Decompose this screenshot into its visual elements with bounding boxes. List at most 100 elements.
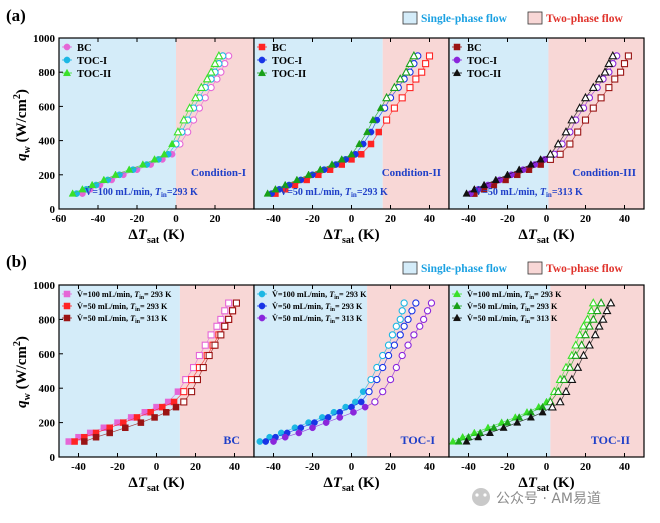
legend-label: TOC-I	[467, 56, 497, 67]
data-point	[404, 341, 412, 349]
data-point	[330, 408, 338, 416]
phase-legend-b: Single-phase flow Two-phase flow	[402, 261, 623, 275]
data-point	[423, 307, 432, 315]
data-point	[295, 429, 303, 437]
panel-label-b: (b)	[6, 252, 27, 271]
data-point	[92, 433, 100, 441]
data-point	[304, 170, 313, 178]
data-point	[217, 315, 225, 323]
chart-panel-a1: -60 -40 -20 0 2002004006008001000BCTOC-ITOC-…	[33, 33, 255, 246]
data-point	[221, 60, 229, 68]
data-point	[412, 75, 420, 83]
data-point	[575, 103, 585, 112]
data-point	[201, 94, 209, 102]
legend-marker	[63, 314, 71, 322]
x-tick-label: 0	[173, 213, 179, 225]
legend-label: V̇=100 mL/min, Tin= 293 K	[272, 289, 367, 301]
legend-label: V̇=50 mL/min, Tin= 313 K	[272, 313, 363, 325]
data-point	[575, 329, 585, 339]
data-point	[151, 414, 158, 421]
series-legend: BC TOC-I TOC-II	[62, 43, 111, 80]
data-point	[173, 127, 183, 136]
flow-condition-label: V̇=50 mL/min, Tin=313 K	[475, 185, 583, 199]
single-phase-region	[59, 38, 176, 209]
y-axis-label-a: qw (W/cm2)	[12, 89, 33, 161]
data-point	[327, 160, 337, 168]
data-point	[398, 307, 406, 315]
x-tick-label: -20	[305, 461, 320, 473]
data-point	[580, 329, 591, 339]
data-point	[412, 299, 420, 307]
data-point	[480, 180, 489, 189]
legend-marker	[62, 68, 72, 77]
y-tick-label: 600	[39, 101, 56, 113]
data-point	[376, 103, 385, 112]
legend-marker	[63, 43, 71, 51]
data-point	[337, 155, 346, 163]
plot-frame	[448, 284, 645, 458]
data-point	[229, 307, 237, 315]
y-tick-label: 800	[39, 67, 56, 79]
data-point	[189, 116, 198, 124]
data-point	[405, 58, 415, 67]
data-point	[214, 51, 224, 60]
data-point	[65, 438, 72, 445]
data-point	[361, 403, 369, 411]
data-point	[185, 103, 195, 112]
data-point	[503, 418, 512, 426]
data-point	[365, 387, 373, 396]
data-point	[106, 429, 113, 437]
x-tick-label: 20	[385, 461, 397, 473]
x-tick-label: 40	[229, 461, 241, 473]
legend-label: V̇=100 mL/min, Tin= 293 K	[467, 289, 562, 301]
data-point	[556, 150, 564, 158]
legend-label: V̇=100 mL/min, Tin= 293 K	[77, 289, 172, 301]
data-point	[211, 341, 219, 349]
data-point	[602, 305, 612, 315]
single-phase-region	[449, 285, 551, 457]
data-point	[342, 403, 349, 411]
data-point	[205, 351, 213, 360]
data-point	[617, 68, 625, 76]
legend-marker	[453, 43, 461, 51]
data-point	[401, 67, 411, 76]
data-point	[584, 321, 594, 330]
data-point	[592, 305, 602, 315]
x-tick-label: 20	[580, 213, 592, 225]
data-point	[195, 351, 203, 360]
data-point	[553, 386, 563, 395]
data-point	[174, 388, 182, 395]
data-point	[485, 428, 494, 436]
legend-label: TOC-II	[77, 69, 111, 80]
data-point	[400, 299, 408, 307]
data-point	[316, 165, 325, 173]
legend-label: BC	[77, 43, 92, 54]
data-point	[179, 115, 189, 124]
condition-title: Condition-I	[191, 167, 246, 179]
data-point	[193, 376, 201, 384]
x-axis-label: ΔTsat (K)	[518, 227, 574, 246]
single-phase-swatch	[402, 11, 418, 25]
data-point	[573, 362, 583, 371]
single-phase-region	[449, 38, 549, 209]
y-tick-label: 0	[50, 452, 56, 464]
data-point	[388, 331, 397, 339]
data-point	[526, 160, 535, 168]
data-point	[561, 386, 571, 395]
data-point	[559, 374, 569, 383]
data-point	[190, 92, 201, 102]
x-tick-label: 0	[544, 461, 550, 473]
data-point	[419, 315, 428, 324]
data-point	[133, 414, 141, 421]
chart-panel-a3: -40 -20 0 20 40 BC TOC-I TOC-II Condition-III V̇=…	[448, 37, 645, 246]
legend-marker	[258, 302, 266, 310]
phase-legend-a: Single-phase flow Two-phase flow	[402, 11, 623, 25]
data-point	[605, 84, 613, 92]
y-tick-label: 1000	[33, 280, 56, 292]
data-point	[567, 374, 577, 383]
data-point	[213, 75, 221, 83]
data-point	[202, 74, 212, 83]
data-point	[221, 322, 229, 330]
data-point	[281, 433, 289, 441]
